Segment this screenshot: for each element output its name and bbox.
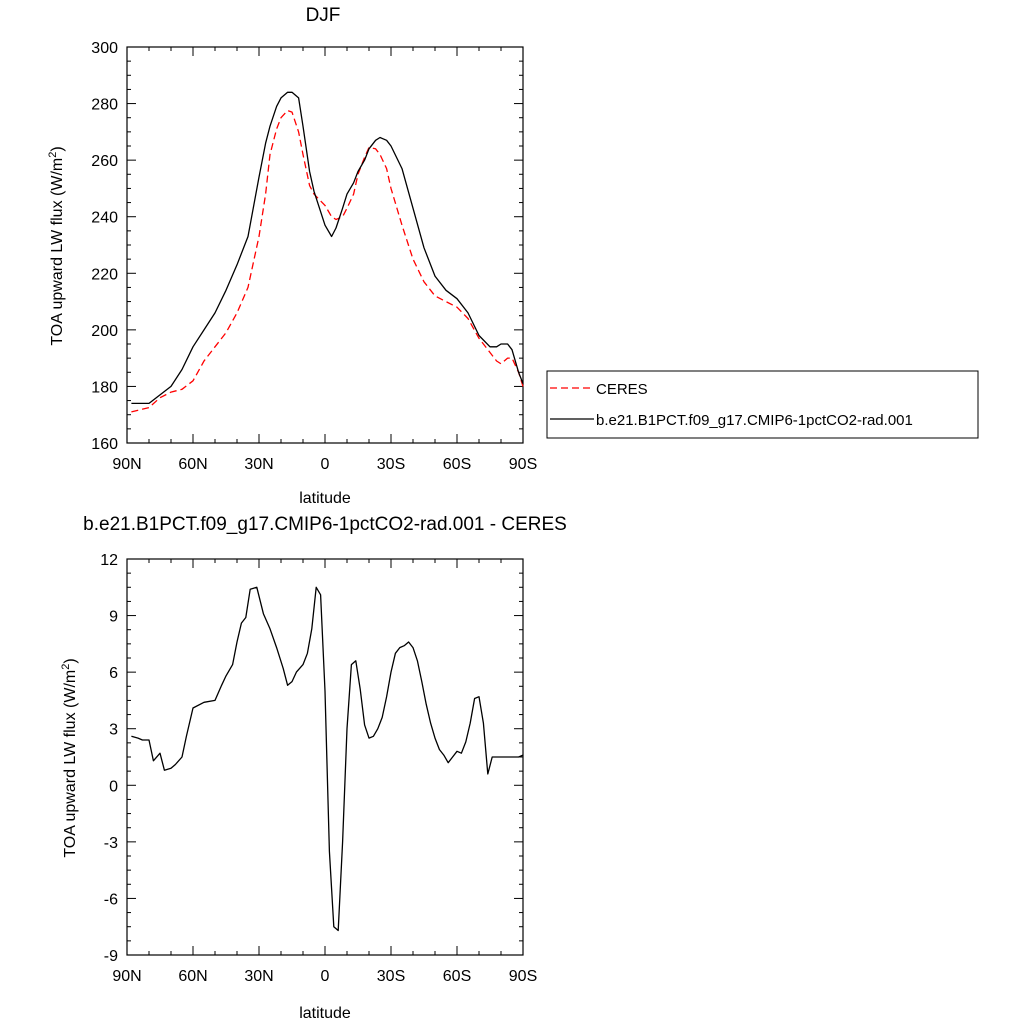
top-xtick-label: 90N <box>112 456 141 473</box>
bottom-ylabel-close: ) <box>62 658 79 663</box>
bottom-ylabel-sup: 2 <box>60 664 72 670</box>
bottom-xtick-label: 0 <box>321 968 330 985</box>
top-ytick-label: 240 <box>91 210 118 227</box>
legend-box <box>546 370 979 439</box>
top-ytick-label: 260 <box>91 153 118 170</box>
top-xlabel: latitude <box>299 490 351 507</box>
top-ylabel-sup: 2 <box>47 152 59 158</box>
bottom-ytick-label: -6 <box>104 891 118 908</box>
bottom-xtick-label: 90S <box>509 968 537 985</box>
top-xtick-label: 30S <box>377 456 405 473</box>
bottom-plot-frame <box>126 558 524 956</box>
top-xtick-label: 0 <box>321 456 330 473</box>
top-ytick-label: 220 <box>91 266 118 283</box>
top-xtick-label: 90S <box>509 456 537 473</box>
bottom-xtick-label: 60S <box>443 968 471 985</box>
bottom-xlabel: latitude <box>299 1005 351 1022</box>
top-ylabel: TOA upward LW flux (W/m2) <box>47 146 66 345</box>
bottom-title: b.e21.B1PCT.f09_g17.CMIP6-1pctCO2-rad.00… <box>83 514 567 535</box>
top-ytick-label: 300 <box>91 40 118 57</box>
top-series-line-1 <box>131 91 524 405</box>
top-ytick-label: 200 <box>91 323 118 340</box>
bottom-panel: b.e21.B1PCT.f09_g17.CMIP6-1pctCO2-rad.00… <box>60 514 567 1022</box>
top-xtick-label: 60N <box>178 456 207 473</box>
bottom-ytick-label: 6 <box>109 665 118 682</box>
top-ytick-label: 180 <box>91 379 118 396</box>
legend: CERES b.e21.B1PCT.f09_g17.CMIP6-1pctCO2-… <box>546 370 979 439</box>
bottom-xtick-label: 90N <box>112 968 141 985</box>
top-ytick-label: 160 <box>91 436 118 453</box>
legend-label-model: b.e21.B1PCT.f09_g17.CMIP6-1pctCO2-rad.00… <box>596 412 913 429</box>
bottom-ytick-label: 9 <box>109 609 118 626</box>
bottom-ylabel: TOA upward LW flux (W/m2) <box>60 658 79 857</box>
top-ytick-label: 280 <box>91 97 118 114</box>
legend-label-ceres: CERES <box>596 381 648 398</box>
bottom-xtick-label: 30S <box>377 968 405 985</box>
bottom-xtick-label: 60N <box>178 968 207 985</box>
top-xtick-label: 60S <box>443 456 471 473</box>
bottom-ylabel-main: TOA upward LW flux (W/m <box>62 670 79 858</box>
bottom-xtick-label: 30N <box>244 968 273 985</box>
top-series-line-0 <box>131 109 524 413</box>
top-panel: DJF 90N 60N 30N 0 30S 60S 90S 160 180 200 220 240 26… <box>47 5 537 507</box>
top-xtick-label: 30N <box>244 456 273 473</box>
bottom-ytick-label: 12 <box>100 552 118 569</box>
top-ylabel-close: ) <box>49 146 66 151</box>
top-plot-frame <box>126 46 524 444</box>
top-ylabel-main: TOA upward LW flux (W/m <box>49 158 66 346</box>
bottom-series-line-0 <box>131 586 524 932</box>
top-plot-area: 90N 60N 30N 0 30S 60S 90S 160 180 200 220 240 260 280… <box>91 40 537 473</box>
bottom-ytick-label: 3 <box>109 722 118 739</box>
bottom-plot-area: 90N 60N 30N 0 30S 60S 90S -9 -6 -3 0 3 6 9 12 <box>100 552 537 985</box>
bottom-ytick-label: -3 <box>104 835 118 852</box>
top-title: DJF <box>306 5 341 26</box>
bottom-ytick-label: 0 <box>109 778 118 795</box>
bottom-ytick-label: -9 <box>104 948 118 965</box>
